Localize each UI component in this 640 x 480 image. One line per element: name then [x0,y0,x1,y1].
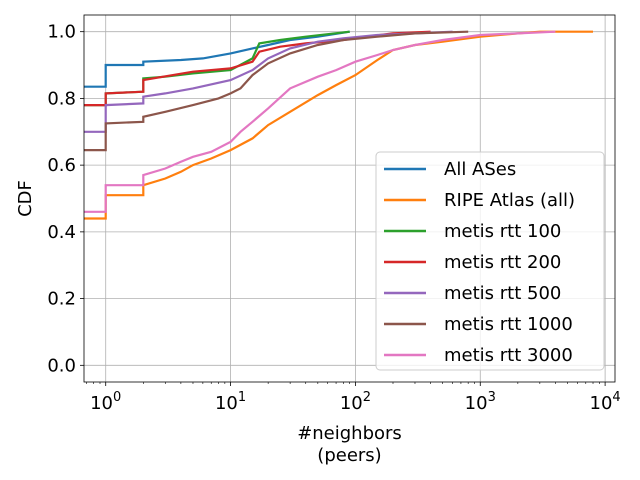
series-line-6 [84,30,469,152]
legend-label-5: metis rtt 500 [444,283,561,304]
y-tick-label: 0.6 [47,155,76,176]
x-tick-exponent: 1 [238,390,246,405]
legend-label-4: metis rtt 200 [444,252,561,273]
x-tick-base: 10 [90,393,113,414]
series-line-5 [84,30,453,133]
legend-label-6: metis rtt 1000 [444,314,573,335]
x-tick-base: 10 [340,393,363,414]
y-tick-label: 0.4 [47,222,76,243]
y-tick-label: 0.0 [47,355,76,376]
series-line-2 [84,30,593,220]
x-tick-label: 100 [90,390,121,414]
series-line-7 [84,30,556,213]
x-tick-label: 101 [215,390,246,414]
y-tick-label: 1.0 [47,22,76,43]
x-tick-label: 104 [590,390,621,414]
x-tick-base: 10 [590,393,613,414]
y-tick-label: 0.8 [47,88,76,109]
legend: All ASes RIPE Atlas (all) metis rtt 100 met… [375,151,605,371]
y-axis-label: CDF [15,180,36,217]
x-axis-label: #neighbors [297,423,402,444]
x-axis-label-sub: (peers) [317,445,381,466]
x-tick-exponent: 2 [363,390,371,405]
series-line-1 [84,30,350,88]
x-tick-base: 10 [465,393,488,414]
x-tick-label: 103 [465,390,496,414]
x-tick-label: 102 [340,390,371,414]
series-lines [84,30,593,220]
legend-box [375,151,605,371]
y-tick-label: 0.2 [47,289,76,310]
legend-label-3: metis rtt 100 [444,221,561,242]
x-tick-exponent: 4 [612,390,620,405]
legend-label-1: All ASes [444,159,516,180]
x-tick-exponent: 0 [113,390,121,405]
legend-label-7: metis rtt 3000 [444,345,573,366]
x-tick-exponent: 3 [488,390,496,405]
legend-label-2: RIPE Atlas (all) [444,190,575,211]
x-tick-base: 10 [215,393,238,414]
